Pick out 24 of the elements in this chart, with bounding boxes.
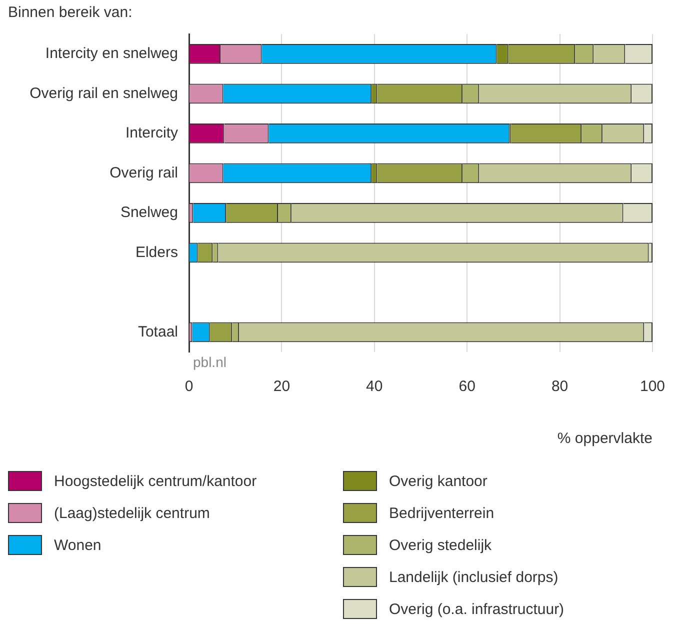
text: pbl.nl — [193, 354, 226, 370]
legend-label: Bedrijventerrein — [389, 504, 494, 522]
x-tick-label: 100 — [640, 378, 665, 396]
x-tick-label: 0 — [184, 378, 194, 396]
legend-label: Wonen — [54, 536, 102, 554]
y-axis-title: Binnen bereik van: — [8, 4, 132, 21]
x-axis-title: % oppervlakte — [557, 430, 652, 448]
y-tick-label: Intercity — [125, 124, 178, 142]
legend-label: Overig (o.a. infrastructuur) — [389, 600, 564, 618]
y-tick-label: Totaal — [138, 323, 178, 340]
x-tick-label: 20 — [273, 378, 290, 396]
legend-label: Overig stedelijk — [389, 536, 492, 554]
legend-label: Hoogstedelijk centrum/kantoor — [54, 472, 257, 490]
y-tick-label: Snelweg — [120, 204, 178, 222]
x-tick-label: 40 — [366, 378, 383, 396]
x-tick-label: 60 — [458, 378, 476, 396]
legend-label: (Laag)stedelijk centrum — [54, 504, 210, 522]
y-tick-label: Overig rail — [110, 164, 178, 182]
y-tick-label: Elders — [135, 244, 178, 261]
y-tick-label: Overig rail en snelweg — [30, 84, 178, 102]
y-tick-label: Intercity en snelweg — [45, 45, 178, 62]
legend-label: Landelijk (inclusief dorps) — [389, 568, 558, 586]
x-tick-label: 80 — [551, 378, 568, 396]
legend-label: Overig kantoor — [389, 472, 488, 490]
